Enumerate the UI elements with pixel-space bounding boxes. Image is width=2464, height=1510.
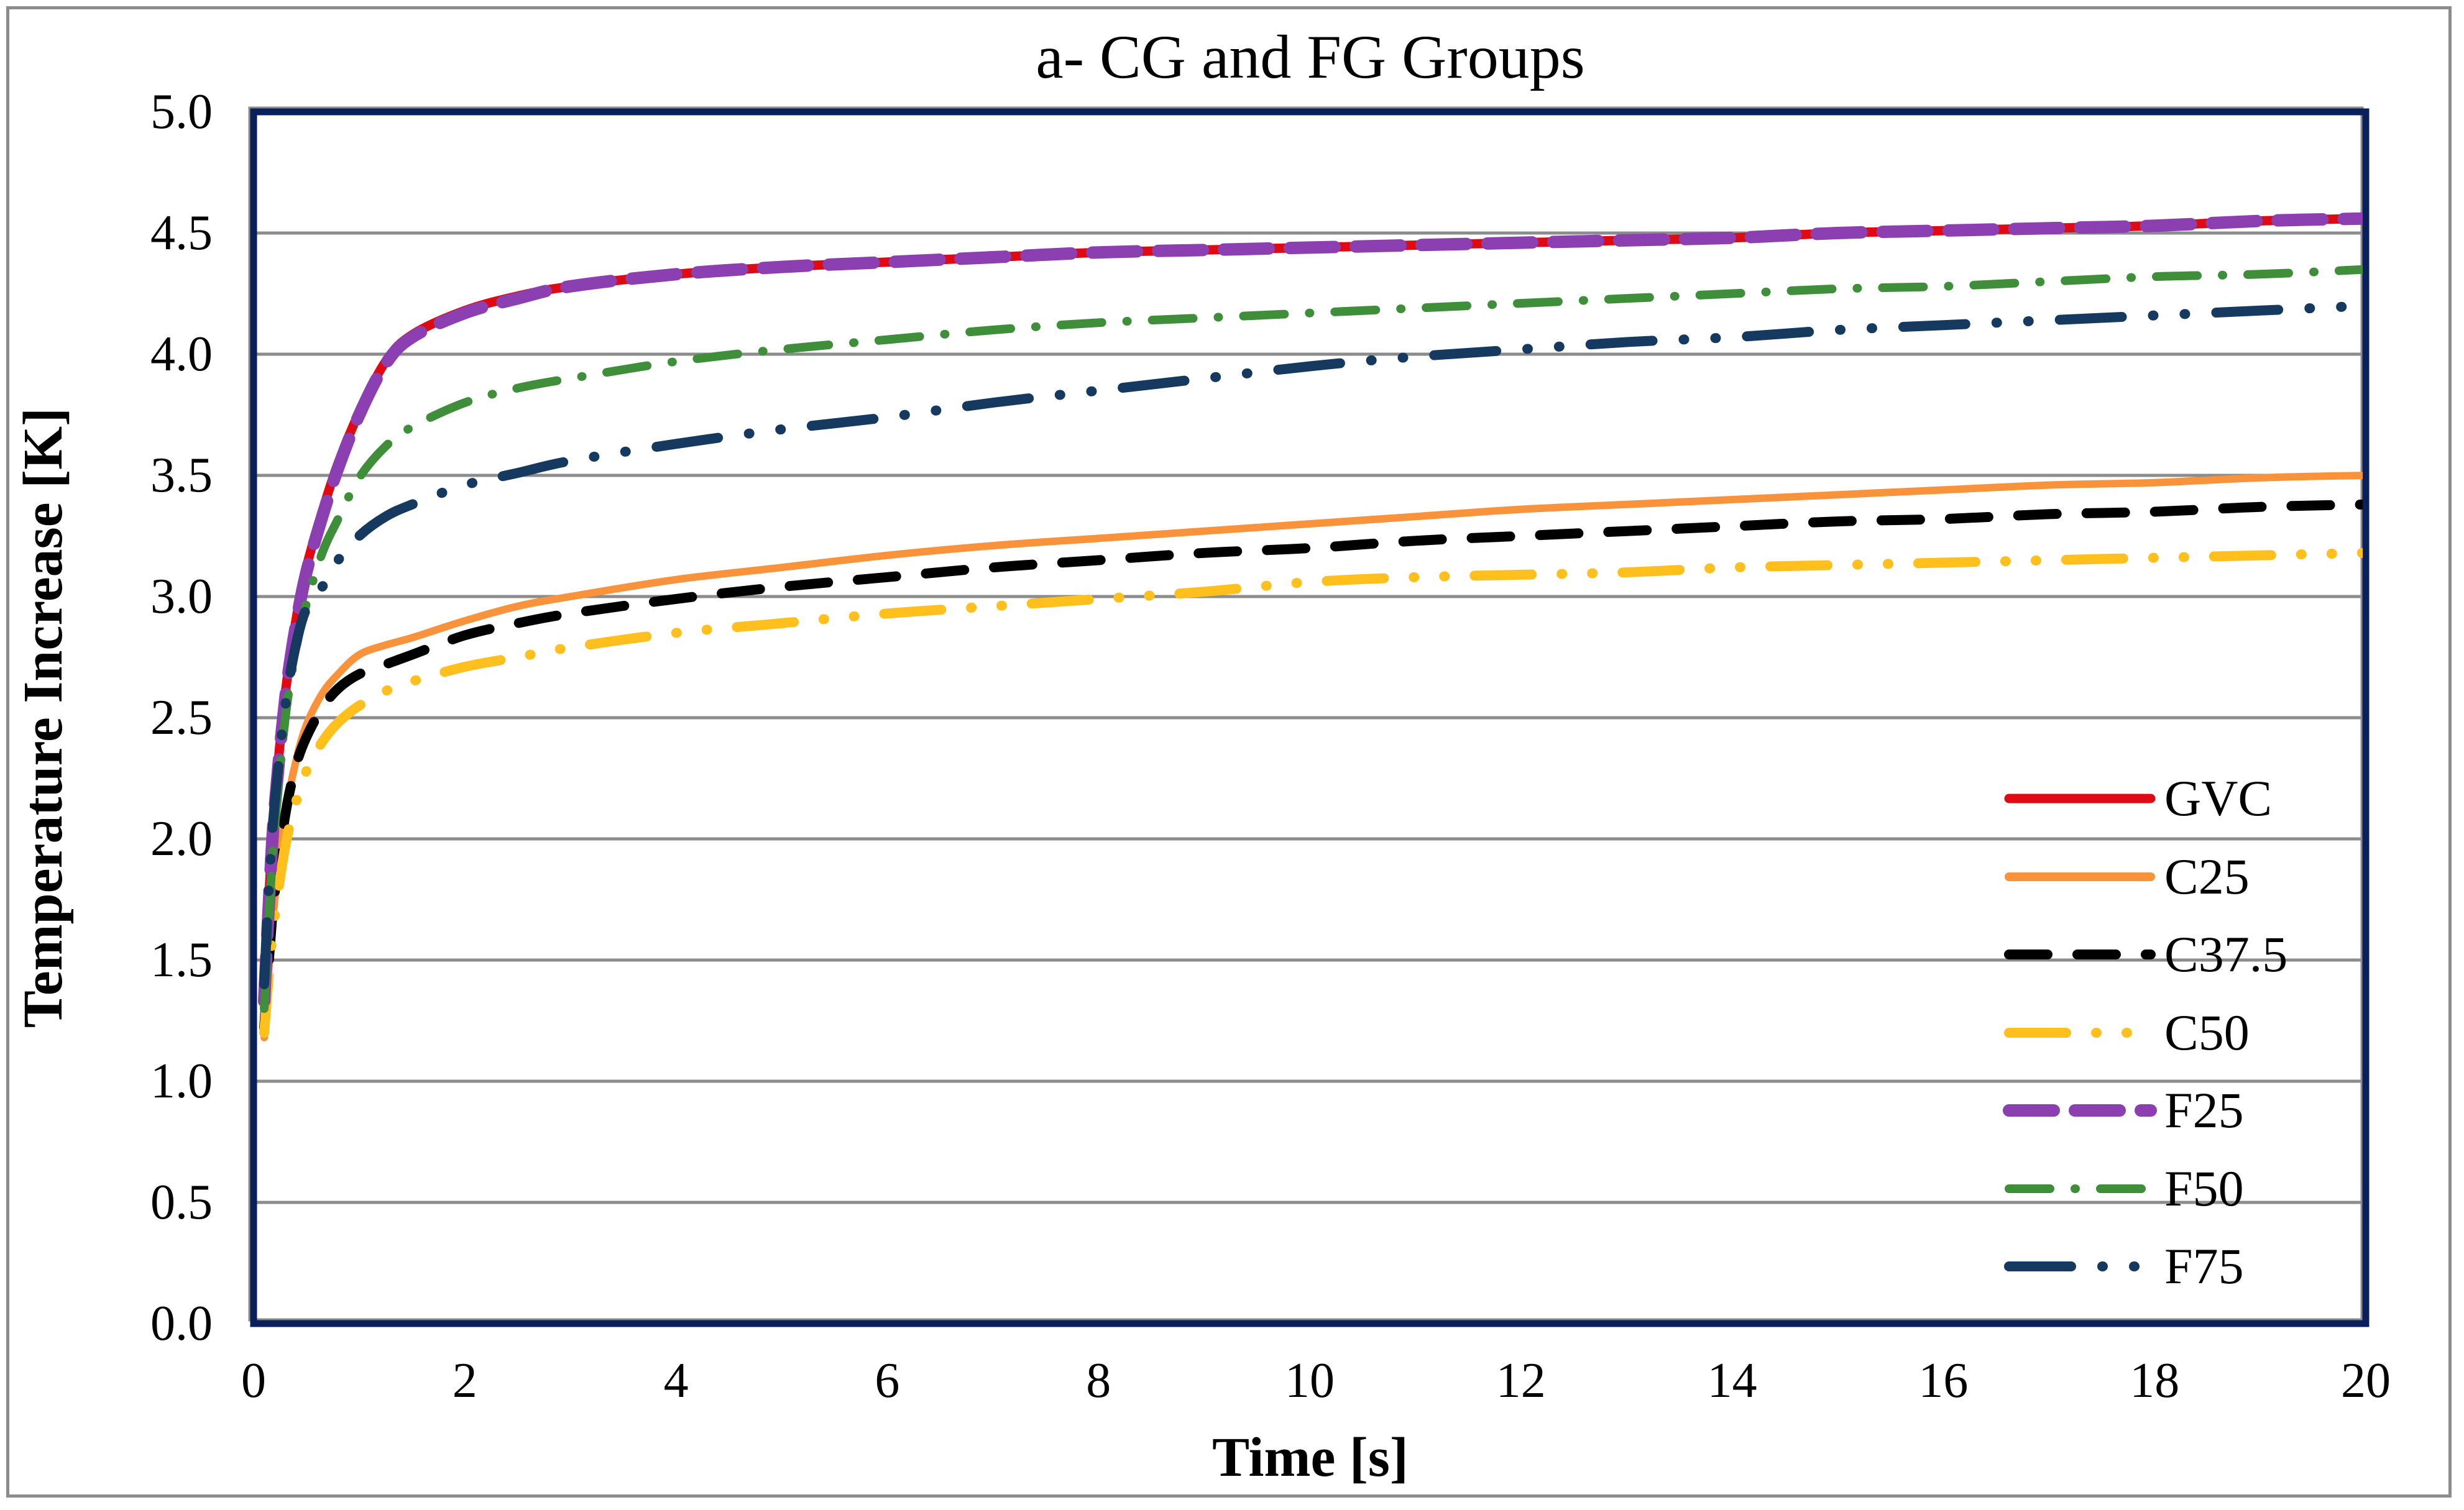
series-group	[258, 212, 2363, 1041]
y-tick-label-4.5: 4.5	[150, 206, 213, 260]
legend-label-F75: F75	[2164, 1238, 2244, 1294]
x-tick-label-16: 16	[1918, 1353, 1969, 1408]
x-tick-label-10: 10	[1285, 1353, 1335, 1408]
legend-swatches	[2003, 794, 2157, 1271]
plot-border	[250, 108, 2370, 1327]
legend-label-C50: C50	[2164, 1004, 2250, 1061]
y-tick-label-0.5: 0.5	[150, 1175, 213, 1230]
x-tick-label-4: 4	[663, 1353, 689, 1408]
x-tick-label-18: 18	[2130, 1353, 2180, 1408]
x-tick-label-2: 2	[452, 1353, 477, 1408]
series-line-F25	[258, 212, 2363, 1008]
y-tick-label-0.0: 0.0	[150, 1296, 213, 1351]
x-tick-label-8: 8	[1086, 1353, 1111, 1408]
legend-label-F50: F50	[2164, 1160, 2244, 1217]
series-line-C37.5	[259, 499, 2363, 1033]
legend-label-C25: C25	[2164, 848, 2250, 905]
y-tick-label-3.5: 3.5	[150, 448, 213, 503]
y-tick-label-2.0: 2.0	[150, 812, 213, 866]
x-tick-label-6: 6	[875, 1353, 900, 1408]
plot-border-shadow	[248, 106, 2364, 1322]
x-tick-label-0: 0	[241, 1353, 266, 1408]
y-tick-label-4.0: 4.0	[150, 327, 213, 382]
y-tick-label-5.0: 5.0	[150, 85, 213, 139]
series-line-C25	[260, 472, 2363, 1041]
series-line-C50	[259, 547, 2363, 1038]
x-tick-label-20: 20	[2341, 1353, 2391, 1408]
legend-label-C37.5: C37.5	[2164, 926, 2288, 982]
y-tick-label-1.5: 1.5	[150, 933, 213, 987]
y-tick-label-3.0: 3.0	[150, 569, 213, 624]
legend-label-GVC: GVC	[2164, 770, 2273, 826]
y-tick-label-1.0: 1.0	[150, 1054, 213, 1109]
x-tick-label-12: 12	[1496, 1353, 1546, 1408]
chart-title: a- CG and FG Groups	[1036, 22, 1585, 91]
series-line-F75	[259, 301, 2363, 989]
series-line-F50	[260, 265, 2363, 1013]
y-tick-label-2.5: 2.5	[150, 690, 213, 745]
legend-label-F25: F25	[2164, 1082, 2244, 1138]
x-tick-label-14: 14	[1707, 1353, 1757, 1408]
x-axis-title: Time [s]	[1212, 1427, 1409, 1488]
